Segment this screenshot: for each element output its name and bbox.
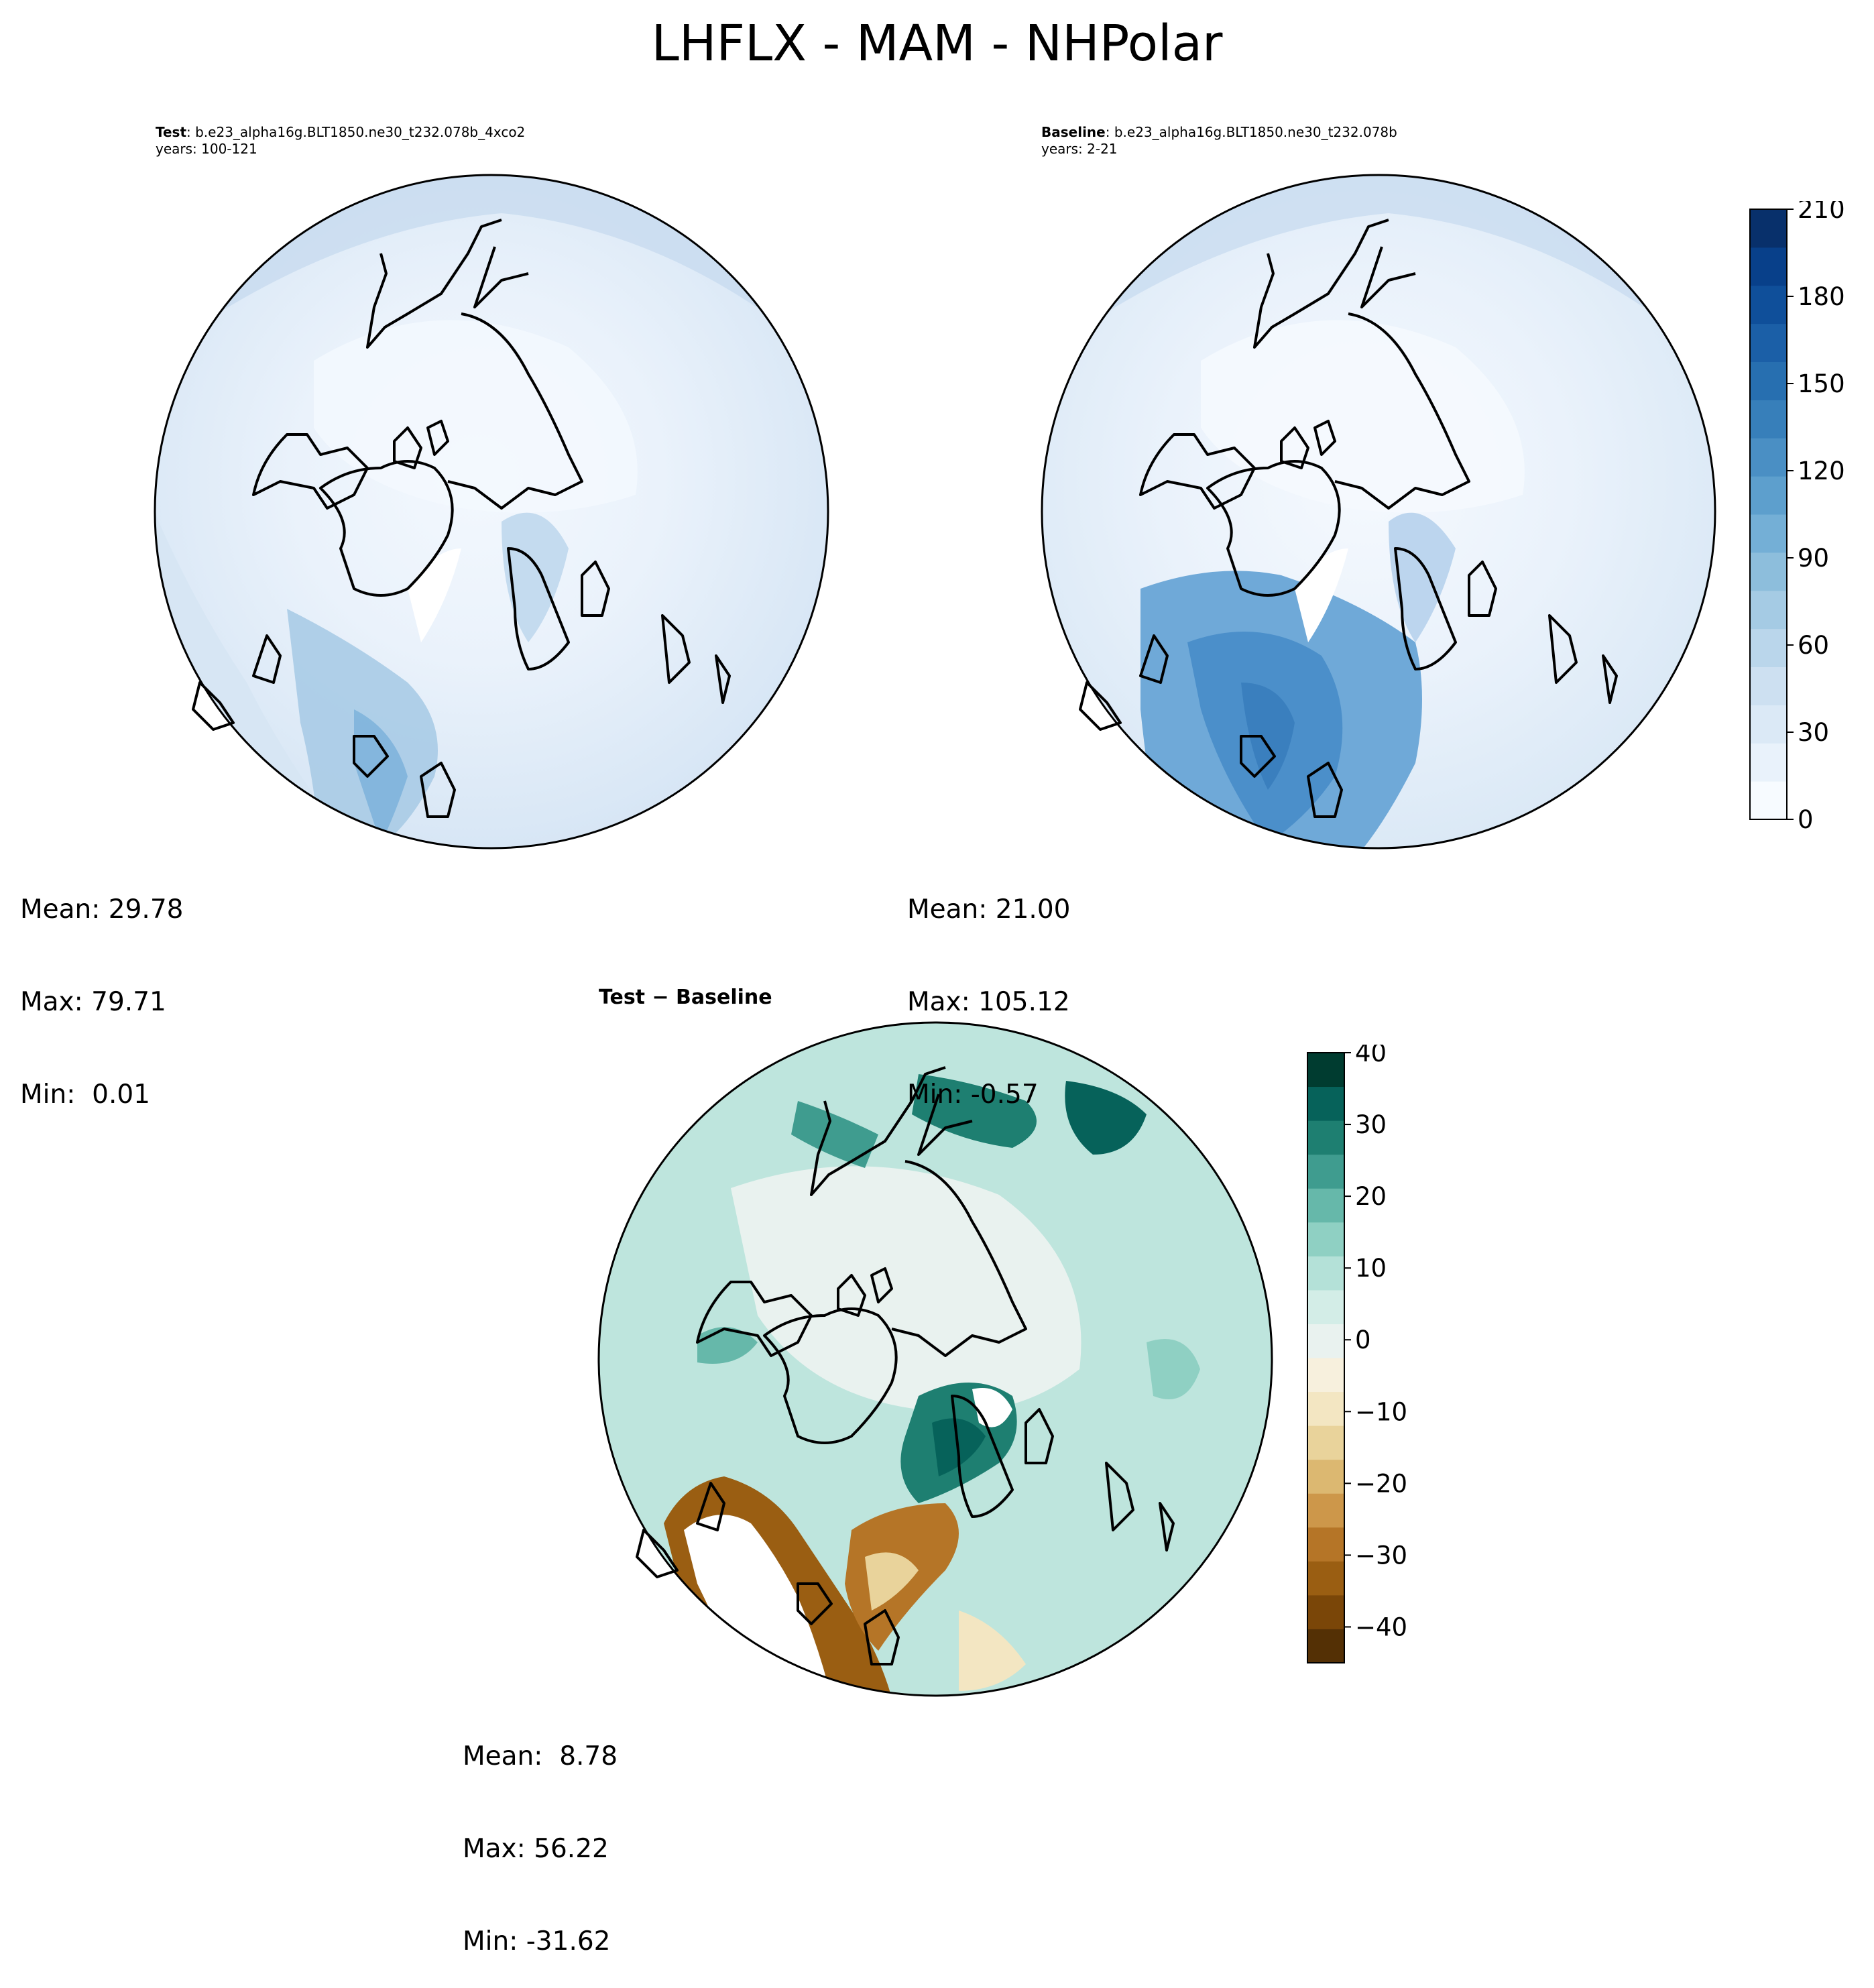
difference-colorbar-band xyxy=(1307,1120,1344,1155)
difference-colorbar-tick-label: −10 xyxy=(1355,1397,1407,1426)
main-colorbar-tick-label: 30 xyxy=(1798,718,1829,747)
main-colorbar-tick-label: 180 xyxy=(1798,282,1845,311)
difference-colorbar-tick-label: −30 xyxy=(1355,1541,1407,1570)
test-years: years: 100-121 xyxy=(156,141,257,157)
difference-colorbar-band xyxy=(1307,1289,1344,1324)
difference-colorbar-band xyxy=(1307,1222,1344,1256)
baseline-panel-label: Baseline: b.e23_alpha16g.BLT1850.ne30_t2… xyxy=(1041,124,1397,158)
test-min: Min: 0.01 xyxy=(20,1079,150,1110)
difference-colorbar: 40 30 20 10 0 −10 −20 −30 −40 xyxy=(1307,1045,1407,1663)
difference-min: Min: -31.62 xyxy=(463,1926,611,1956)
difference-colorbar-band xyxy=(1307,1629,1344,1663)
difference-mean: Mean: 8.78 xyxy=(463,1741,618,1771)
main-colorbar-band xyxy=(1750,400,1787,438)
main-colorbar-tick-label: 60 xyxy=(1798,631,1829,660)
main-colorbar-band xyxy=(1750,781,1787,820)
main-colorbar-band xyxy=(1750,590,1787,630)
baseline-stats: Mean: 21.00 Max: 105.12 Min: -0.57 xyxy=(907,833,1070,1141)
main-colorbar: 0 30 60 90 120 150 180 210 xyxy=(1749,201,1845,831)
difference-colorbar-tick-label: 40 xyxy=(1355,1045,1387,1067)
main-colorbar-tick-label: 210 xyxy=(1798,201,1845,224)
main-colorbar-band xyxy=(1750,743,1787,782)
main-colorbar-band xyxy=(1750,628,1787,667)
main-colorbar-band xyxy=(1750,476,1787,515)
test-label-case: : b.e23_alpha16g.BLT1850.ne30_t232.078b_… xyxy=(186,124,526,140)
main-colorbar-band xyxy=(1750,552,1787,591)
main-colorbar-tick-label: 150 xyxy=(1798,369,1845,398)
difference-colorbar-band xyxy=(1307,1086,1344,1121)
main-colorbar-band xyxy=(1750,247,1787,286)
main-colorbar-band xyxy=(1750,666,1787,705)
difference-colorbar-band xyxy=(1307,1053,1344,1088)
difference-colorbar-tick-label: 20 xyxy=(1355,1182,1387,1211)
difference-colorbar-band xyxy=(1307,1188,1344,1223)
main-colorbar-band xyxy=(1750,323,1787,362)
main-colorbar-tick-label: 0 xyxy=(1798,805,1814,831)
test-stats: Mean: 29.78 Max: 79.71 Min: 0.01 xyxy=(20,833,183,1141)
main-colorbar-band xyxy=(1750,361,1787,400)
main-colorbar-band xyxy=(1750,514,1787,553)
difference-colorbar-band xyxy=(1307,1493,1344,1528)
difference-colorbar-tick-label: −20 xyxy=(1355,1469,1407,1498)
test-label-bold: Test xyxy=(156,124,187,140)
difference-colorbar-band xyxy=(1307,1391,1344,1426)
baseline-label-bold: Baseline xyxy=(1041,124,1106,140)
difference-colorbar-band xyxy=(1307,1594,1344,1629)
difference-colorbar-band xyxy=(1307,1459,1344,1494)
difference-colorbar-band xyxy=(1307,1358,1344,1393)
difference-colorbar-ticks: 40 30 20 10 0 −10 −20 −30 −40 xyxy=(1344,1045,1407,1641)
difference-polar-map xyxy=(597,1021,1273,1697)
main-colorbar-frame xyxy=(1749,209,1788,820)
baseline-years: years: 2-21 xyxy=(1041,141,1118,157)
main-colorbar-band xyxy=(1750,209,1787,248)
figure-title: LHFLX - MAM - NHPolar xyxy=(651,15,1223,72)
main-colorbar-tick-label: 120 xyxy=(1798,457,1845,485)
test-max: Max: 79.71 xyxy=(20,987,166,1017)
difference-colorbar-tick-label: −40 xyxy=(1355,1613,1407,1641)
difference-colorbar-band xyxy=(1307,1324,1344,1358)
difference-colorbar-band xyxy=(1307,1256,1344,1291)
test-polar-map xyxy=(154,174,829,850)
baseline-mean: Mean: 21.00 xyxy=(907,894,1071,925)
difference-colorbar-bands xyxy=(1307,1053,1344,1663)
main-colorbar-band xyxy=(1750,705,1787,744)
baseline-min: Min: -0.57 xyxy=(907,1079,1039,1110)
difference-colorbar-frame xyxy=(1307,1052,1345,1663)
main-colorbar-bands xyxy=(1750,209,1787,820)
main-colorbar-band xyxy=(1750,438,1787,477)
baseline-polar-map xyxy=(1041,174,1716,850)
difference-title: Test − Baseline xyxy=(599,986,772,1009)
main-colorbar-tick-label: 90 xyxy=(1798,544,1829,573)
difference-colorbar-tick-label: 30 xyxy=(1355,1110,1387,1139)
difference-max: Max: 56.22 xyxy=(463,1834,609,1864)
difference-colorbar-tick-label: 0 xyxy=(1355,1326,1371,1354)
baseline-max: Max: 105.12 xyxy=(907,987,1070,1017)
difference-colorbar-band xyxy=(1307,1561,1344,1596)
difference-stats: Mean: 8.78 Max: 56.22 Min: -31.62 xyxy=(463,1680,618,1988)
baseline-label-case: : b.e23_alpha16g.BLT1850.ne30_t232.078b xyxy=(1105,124,1397,140)
main-colorbar-band xyxy=(1750,285,1787,325)
test-mean: Mean: 29.78 xyxy=(20,894,184,925)
difference-colorbar-band xyxy=(1307,1527,1344,1562)
difference-colorbar-band xyxy=(1307,1154,1344,1189)
test-panel-label: Test: b.e23_alpha16g.BLT1850.ne30_t232.0… xyxy=(156,124,525,158)
difference-colorbar-band xyxy=(1307,1425,1344,1460)
difference-colorbar-tick-label: 10 xyxy=(1355,1254,1387,1283)
main-colorbar-ticks: 0 30 60 90 120 150 180 210 xyxy=(1787,201,1845,831)
